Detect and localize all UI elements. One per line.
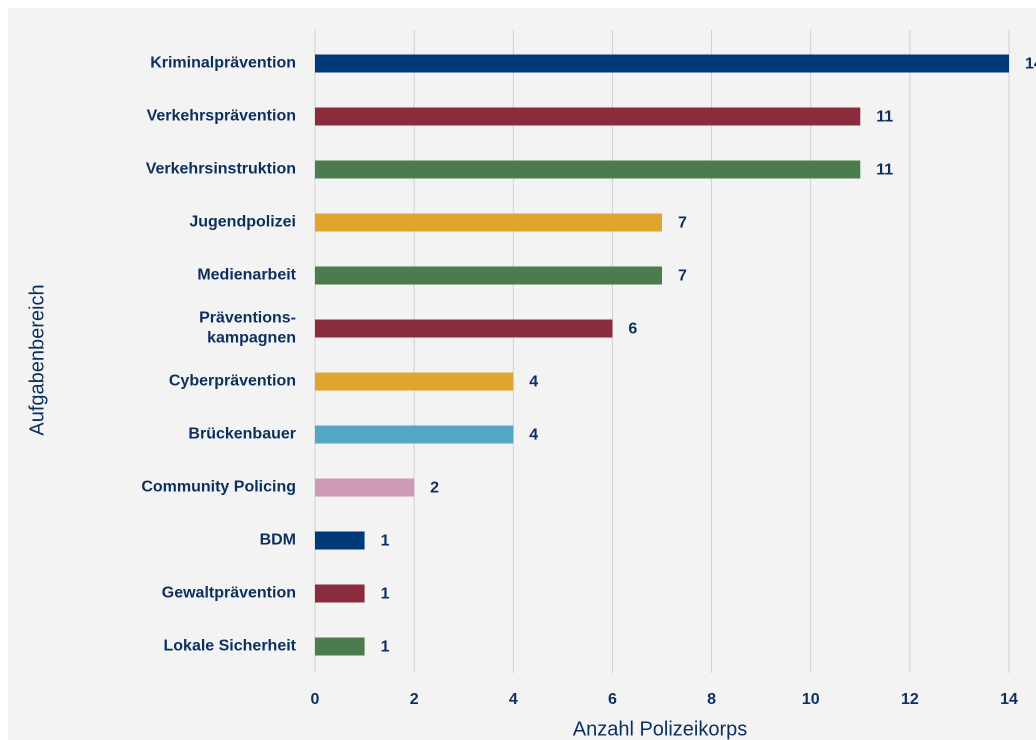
bar bbox=[315, 478, 415, 497]
x-tick-label: 8 bbox=[707, 691, 716, 708]
bar bbox=[315, 319, 613, 338]
y-axis-title: Aufgabenbereich bbox=[26, 284, 48, 435]
bar bbox=[315, 531, 365, 550]
y-tick-label: Brückenbauer bbox=[188, 426, 296, 443]
y-tick-label: Community Policing bbox=[141, 479, 296, 496]
value-label: 4 bbox=[529, 374, 538, 391]
bar bbox=[315, 425, 514, 444]
bar bbox=[315, 213, 662, 232]
value-label: 14 bbox=[1025, 56, 1036, 73]
y-tick-label: Präventions-kampagnen bbox=[199, 310, 296, 347]
y-tick-label: Lokale Sicherheit bbox=[164, 638, 297, 655]
bar bbox=[315, 372, 514, 391]
x-tick-label: 12 bbox=[901, 691, 919, 708]
value-label: 11 bbox=[876, 162, 893, 179]
y-tick-label: Medienarbeit bbox=[197, 267, 296, 284]
bar bbox=[315, 266, 662, 285]
bar bbox=[315, 107, 861, 126]
value-label: 1 bbox=[381, 586, 390, 603]
value-label: 11 bbox=[876, 109, 893, 126]
y-tick-label: Kriminalprävention bbox=[150, 55, 296, 72]
y-tick-label: Cyberprävention bbox=[169, 373, 296, 390]
bar bbox=[315, 637, 365, 656]
y-tick-label: Jugendpolizei bbox=[189, 214, 296, 231]
y-tick-label: Verkehrsprävention bbox=[147, 108, 296, 125]
value-label: 7 bbox=[678, 268, 687, 285]
value-label: 6 bbox=[628, 321, 637, 338]
x-tick-label: 0 bbox=[311, 691, 320, 708]
panel bbox=[8, 8, 1036, 740]
x-tick-label: 2 bbox=[410, 691, 419, 708]
x-tick-label: 6 bbox=[608, 691, 617, 708]
x-tick-label: 10 bbox=[802, 691, 820, 708]
x-tick-label: 4 bbox=[509, 691, 518, 708]
x-axis-title: Anzahl Polizeikorps bbox=[573, 718, 748, 740]
y-tick-label: Gewaltprävention bbox=[162, 585, 296, 602]
value-label: 1 bbox=[381, 639, 390, 656]
value-label: 1 bbox=[381, 533, 390, 550]
value-label: 7 bbox=[678, 215, 687, 232]
value-label: 4 bbox=[529, 427, 538, 444]
bar bbox=[315, 160, 861, 179]
y-tick-label: Verkehrsinstruktion bbox=[146, 161, 296, 178]
x-tick-label: 14 bbox=[1000, 691, 1018, 708]
bar bbox=[315, 54, 1009, 73]
bar bbox=[315, 584, 365, 603]
y-tick-label: BDM bbox=[260, 532, 296, 549]
value-label: 2 bbox=[430, 480, 439, 497]
